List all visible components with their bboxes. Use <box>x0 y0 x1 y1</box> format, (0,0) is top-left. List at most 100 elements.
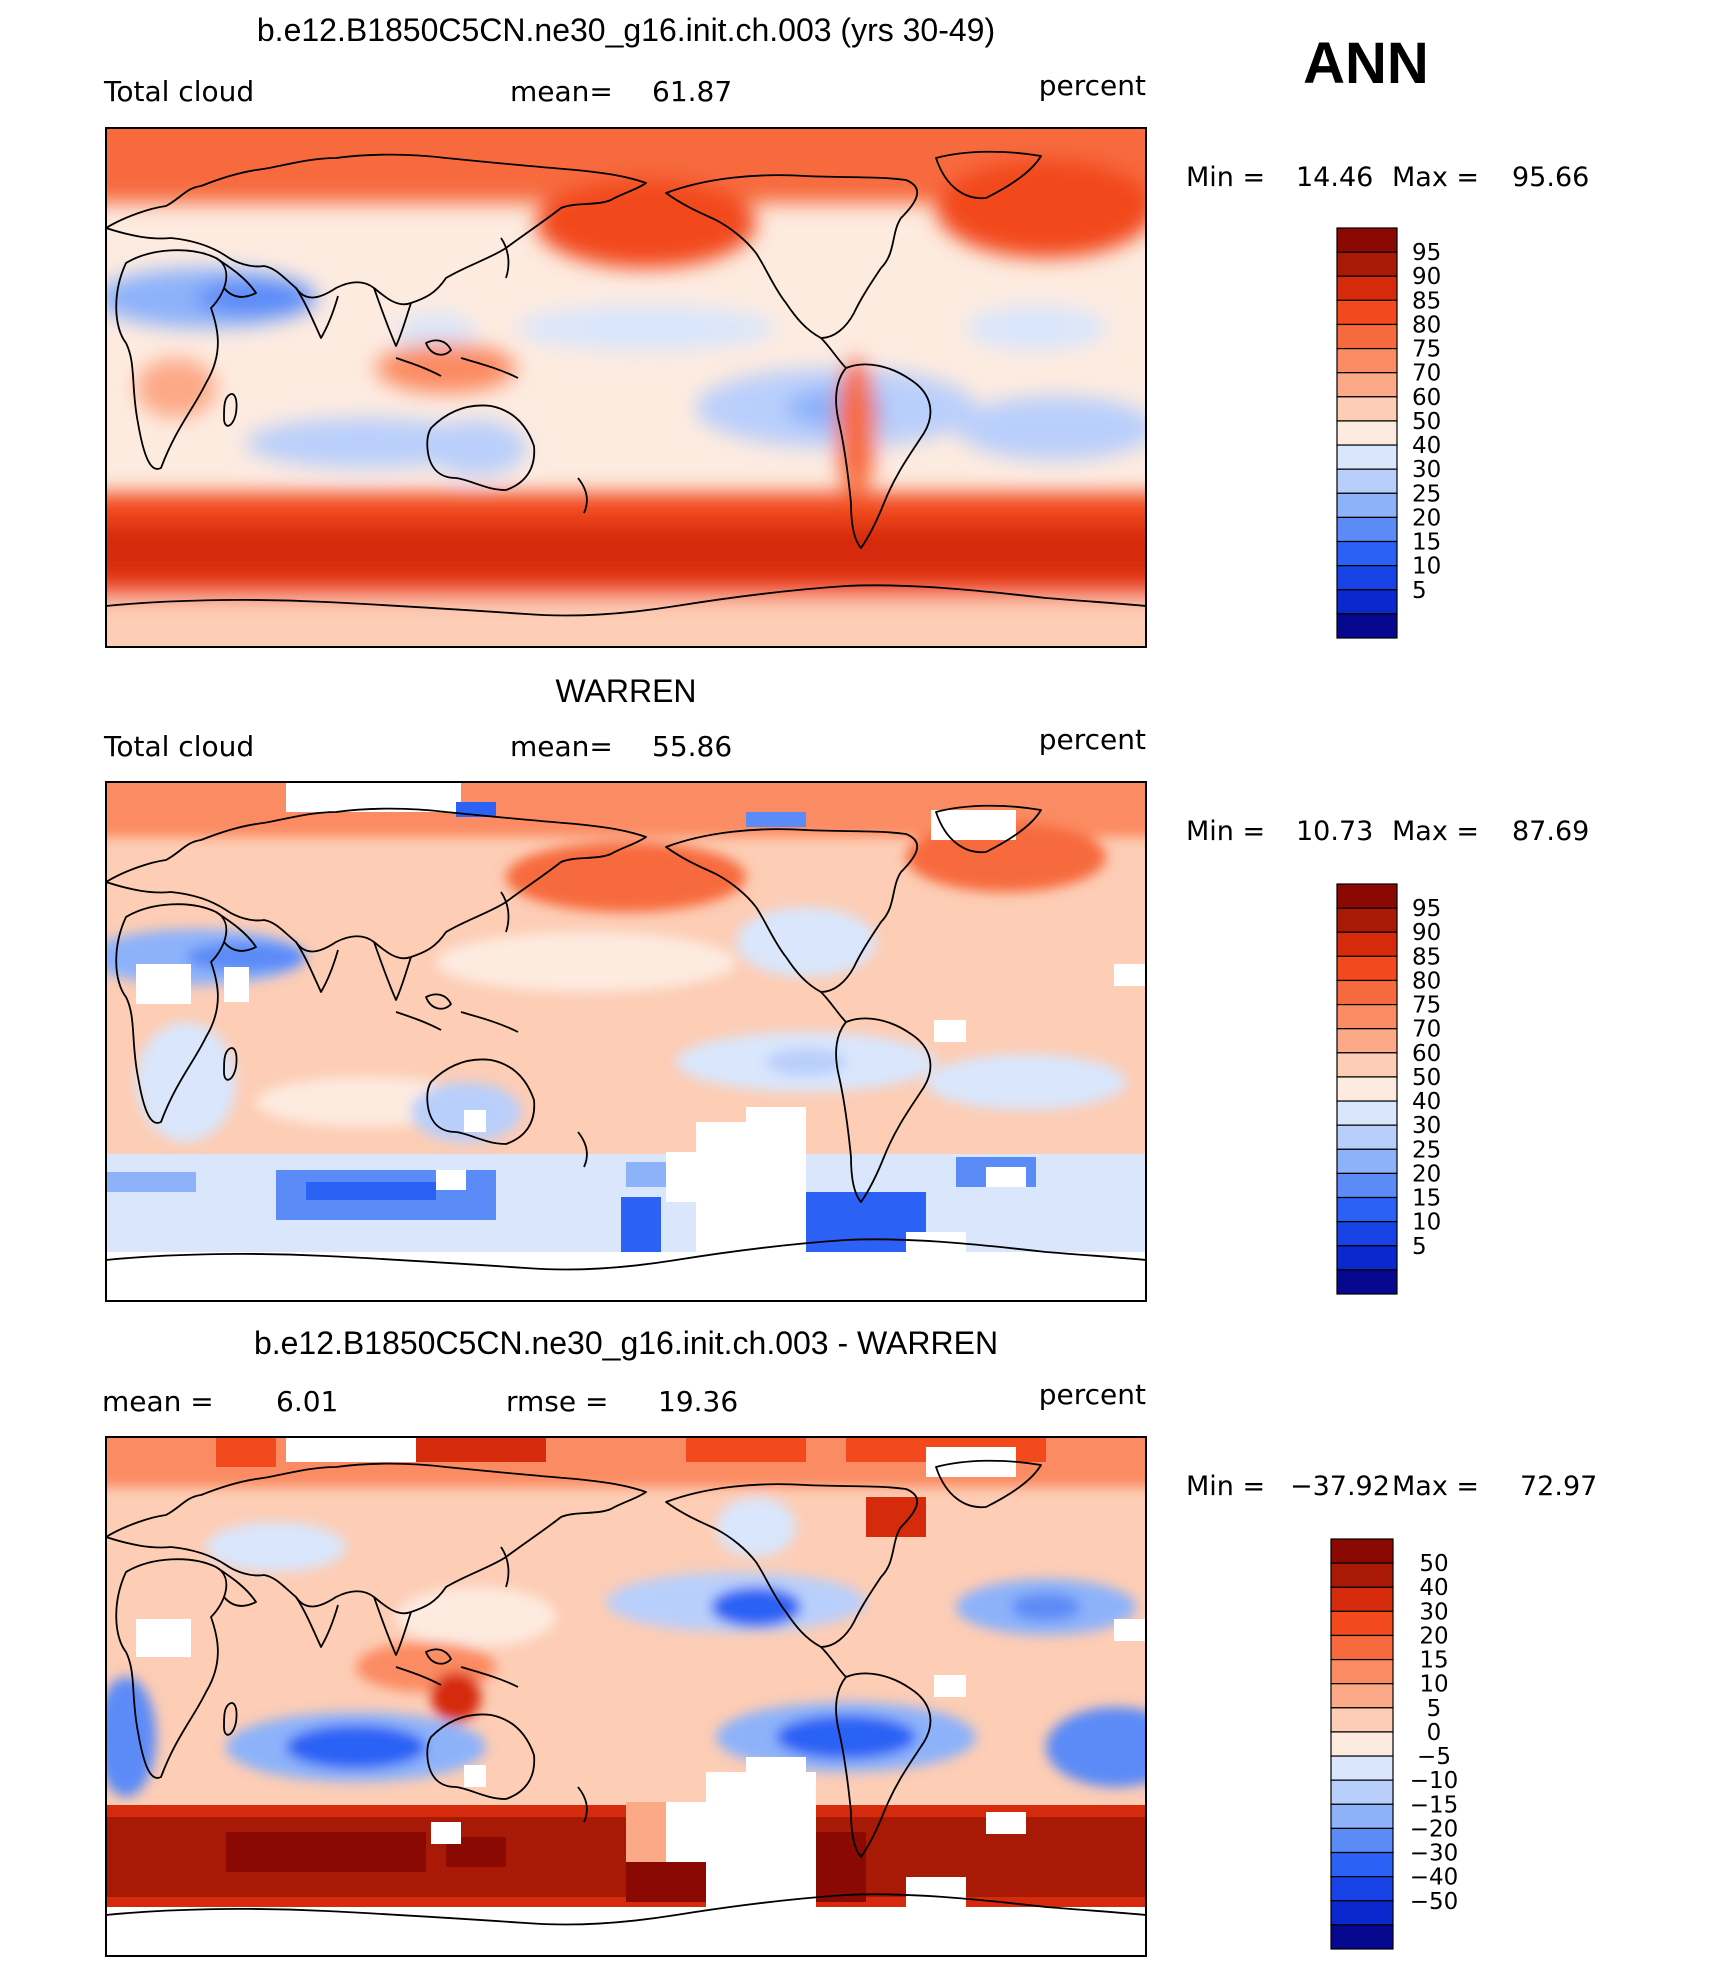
colorbar-label: 10 <box>1412 554 1441 580</box>
map-field <box>106 128 1146 647</box>
panel-left-label: Total cloud <box>103 730 254 763</box>
colorbar-label: 15 <box>1419 1648 1448 1674</box>
colorbar-swatch <box>1336 468 1398 494</box>
panel-units: percent <box>1039 69 1146 102</box>
colorbar-swatch <box>1336 347 1398 374</box>
map-field <box>106 782 1146 1301</box>
colorbar-label: 25 <box>1412 481 1441 507</box>
colorbar-swatch <box>1336 883 1398 909</box>
colorbar-label: −10 <box>1410 1768 1459 1794</box>
colorbar-swatch <box>1336 955 1398 982</box>
colorbar-label: 80 <box>1412 968 1441 994</box>
map-frame <box>105 127 1147 648</box>
panel-stat-label: rmse = <box>506 1385 608 1418</box>
colorbar-swatch <box>1330 1562 1394 1588</box>
colorbar-label: 20 <box>1419 1623 1448 1649</box>
colorbar-label: 25 <box>1412 1137 1441 1163</box>
colorbar-swatch <box>1336 420 1398 446</box>
colorbar-label: 85 <box>1412 288 1441 314</box>
panel-model: b.e12.B1850C5CN.ne30_g16.init.ch.003 (yr… <box>103 12 1589 648</box>
min-label: Min = <box>1186 1471 1265 1502</box>
max-value: 87.69 <box>1512 816 1589 847</box>
colorbar-label: 15 <box>1412 530 1441 556</box>
colorbar-label: 60 <box>1412 1041 1441 1067</box>
colorbar-label: 30 <box>1419 1599 1448 1625</box>
panel-title: b.e12.B1850C5CN.ne30_g16.init.ch.003 - W… <box>254 1325 998 1361</box>
colorbar-label: 30 <box>1412 1113 1441 1139</box>
max-label: Max = <box>1392 1471 1479 1502</box>
colorbar-label: −50 <box>1410 1889 1459 1915</box>
colorbar-swatch <box>1330 1707 1394 1733</box>
panel-title: WARREN <box>555 673 696 709</box>
panel-units: percent <box>1039 723 1146 756</box>
colorbar-label: 75 <box>1412 993 1441 1019</box>
colorbar-label: −20 <box>1410 1816 1459 1842</box>
colorbar-label: 50 <box>1419 1551 1448 1577</box>
season-label: ANN <box>1303 31 1429 96</box>
colorbar-label: −15 <box>1410 1792 1459 1818</box>
panel-stat-value: 55.86 <box>652 730 732 763</box>
max-value: 72.97 <box>1520 1471 1597 1502</box>
colorbar-swatch <box>1336 323 1398 350</box>
colorbar-label: 95 <box>1412 240 1441 266</box>
colorbar-label: 90 <box>1412 264 1441 290</box>
colorbar-label: 40 <box>1412 433 1441 459</box>
colorbar-label: 5 <box>1412 578 1427 604</box>
panel-stat-label: mean= <box>510 730 613 763</box>
colorbar-label: 30 <box>1412 457 1441 483</box>
colorbar-swatch <box>1336 275 1398 301</box>
colorbar-swatch <box>1330 1658 1394 1685</box>
colorbar-swatch <box>1336 1196 1398 1223</box>
colorbar-swatch <box>1336 1076 1398 1102</box>
colorbar-swatch <box>1336 1221 1398 1247</box>
min-value: −37.92 <box>1290 1471 1390 1502</box>
colorbar-swatch <box>1336 492 1398 519</box>
colorbar-label: 90 <box>1412 920 1441 946</box>
colorbar-label: 20 <box>1412 1161 1441 1187</box>
colorbar-label: 5 <box>1412 1234 1427 1260</box>
colorbar-swatch <box>1336 979 1398 1006</box>
colorbar-label: 10 <box>1412 1210 1441 1236</box>
colorbar-label: 85 <box>1412 944 1441 970</box>
max-value: 95.66 <box>1512 162 1589 193</box>
colorbar-swatch <box>1330 1803 1394 1830</box>
colorbar-swatch <box>1330 1683 1394 1709</box>
colorbar-swatch <box>1336 1028 1398 1054</box>
colorbar-label: 70 <box>1412 1017 1441 1043</box>
min-label: Min = <box>1186 816 1265 847</box>
colorbar-swatch <box>1336 299 1398 326</box>
map-frame <box>105 1436 1147 1957</box>
colorbar-label: 10 <box>1419 1672 1448 1698</box>
colorbar-label: 50 <box>1412 1065 1441 1091</box>
colorbar-swatch <box>1330 1731 1394 1757</box>
colorbar-swatch <box>1330 1924 1394 1950</box>
colorbar-label: 20 <box>1412 505 1441 531</box>
max-label: Max = <box>1392 816 1479 847</box>
min-label: Min = <box>1186 162 1265 193</box>
colorbar-label: 0 <box>1427 1720 1442 1746</box>
colorbar-label: −5 <box>1417 1744 1451 1770</box>
colorbar-swatch <box>1330 1779 1394 1805</box>
colorbar-swatch <box>1336 1172 1398 1199</box>
panel-units: percent <box>1039 1378 1146 1411</box>
colorbar-swatch <box>1330 1900 1394 1926</box>
colorbar-swatch <box>1330 1538 1394 1564</box>
colorbar-swatch <box>1336 444 1398 470</box>
colorbar-label: 80 <box>1412 312 1441 338</box>
colorbar-swatch <box>1336 613 1398 639</box>
colorbar-swatch <box>1336 1100 1398 1126</box>
colorbar-swatch <box>1336 1245 1398 1271</box>
panel-difference: b.e12.B1850C5CN.ne30_g16.init.ch.003 - W… <box>102 1325 1597 1957</box>
panel-observations: WARREN Total cloud mean= 55.86 percent <box>103 673 1589 1302</box>
colorbar-label: 40 <box>1412 1089 1441 1115</box>
panel-left-value: 6.01 <box>276 1385 338 1418</box>
colorbar-swatch <box>1330 1876 1394 1902</box>
max-label: Max = <box>1392 162 1479 193</box>
colorbar-swatch <box>1330 1827 1394 1854</box>
colorbar-swatch <box>1336 907 1398 933</box>
colorbar-label: 15 <box>1412 1186 1441 1212</box>
colorbar-swatch <box>1336 540 1398 567</box>
